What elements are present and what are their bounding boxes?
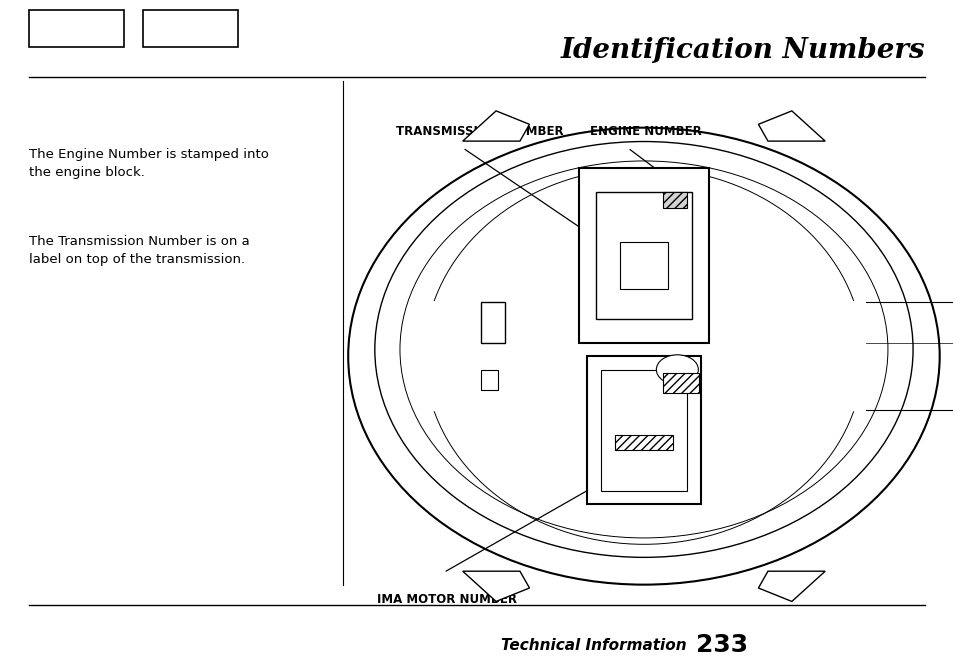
- Bar: [619, 242, 667, 289]
- Bar: [578, 168, 708, 343]
- Text: The Transmission Number is on a
label on top of the transmission.: The Transmission Number is on a label on…: [29, 235, 249, 266]
- Polygon shape: [758, 111, 824, 141]
- Bar: [29, 10, 124, 47]
- Text: 233: 233: [696, 633, 748, 657]
- Bar: [143, 10, 238, 47]
- Bar: [586, 356, 700, 504]
- Bar: [596, 192, 691, 319]
- Polygon shape: [462, 571, 529, 601]
- Text: IMA MOTOR NUMBER: IMA MOTOR NUMBER: [376, 593, 517, 605]
- Ellipse shape: [399, 161, 887, 538]
- Bar: [600, 370, 686, 491]
- Polygon shape: [758, 571, 824, 601]
- Text: ENGINE NUMBER: ENGINE NUMBER: [589, 125, 700, 138]
- Bar: [662, 373, 699, 393]
- Bar: [615, 435, 672, 450]
- Polygon shape: [462, 111, 529, 141]
- Bar: [481, 370, 498, 390]
- Ellipse shape: [348, 128, 939, 585]
- Text: The Engine Number is stamped into
the engine block.: The Engine Number is stamped into the en…: [29, 148, 268, 179]
- Bar: [662, 192, 686, 208]
- Text: TRANSMISSION  NUMBER: TRANSMISSION NUMBER: [395, 125, 563, 138]
- Ellipse shape: [375, 142, 912, 557]
- Circle shape: [656, 355, 698, 384]
- Text: Identification Numbers: Identification Numbers: [560, 37, 924, 64]
- Bar: [481, 302, 505, 343]
- Text: Technical Information: Technical Information: [500, 638, 686, 653]
